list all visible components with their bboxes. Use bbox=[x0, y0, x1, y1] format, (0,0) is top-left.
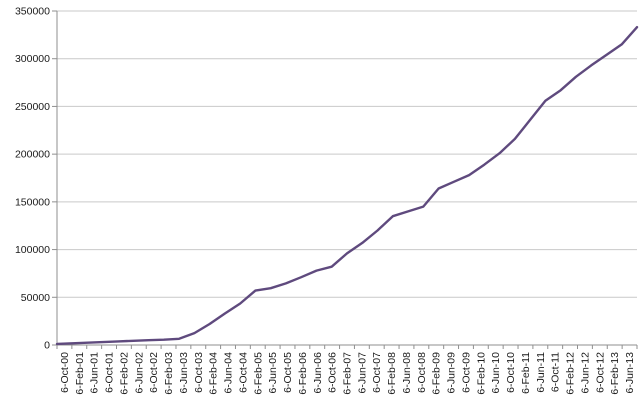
x-axis-label: 6-Feb-05 bbox=[252, 352, 264, 395]
x-axis-label: 6-Oct-05 bbox=[282, 352, 294, 393]
x-axis-label: 6-Oct-01 bbox=[104, 352, 116, 393]
x-axis-label: 6-Feb-01 bbox=[74, 352, 86, 395]
x-axis-label: 6-Oct-02 bbox=[148, 352, 160, 393]
x-axis-label: 6-Jun-08 bbox=[401, 352, 413, 394]
x-axis-label: 6-Feb-06 bbox=[297, 352, 309, 395]
x-axis-label: 6-Oct-09 bbox=[460, 352, 472, 393]
x-axis-label: 6-Oct-03 bbox=[193, 352, 205, 393]
x-axis-label: 6-Jun-12 bbox=[579, 352, 591, 394]
y-axis-label: 250000 bbox=[15, 101, 50, 113]
x-axis-label: 6-Feb-02 bbox=[118, 352, 130, 395]
y-axis-label: 100000 bbox=[15, 244, 50, 256]
x-axis-label: 6-Oct-10 bbox=[505, 352, 517, 393]
x-axis-label: 6-Feb-10 bbox=[475, 352, 487, 395]
x-axis-label: 6-Feb-12 bbox=[565, 352, 577, 395]
x-axis-label: 6-Oct-11 bbox=[550, 352, 562, 392]
y-axis-label: 150000 bbox=[15, 196, 50, 208]
x-axis-label: 6-Jun-01 bbox=[89, 352, 101, 394]
x-axis-label: 6-Feb-11 bbox=[520, 352, 532, 394]
y-axis-label: 350000 bbox=[15, 6, 50, 18]
x-axis-label: 6-Oct-00 bbox=[59, 352, 71, 393]
x-axis-label: 6-Oct-07 bbox=[371, 352, 383, 393]
x-axis-label: 6-Feb-07 bbox=[342, 352, 354, 395]
x-axis-label: 6-Jun-05 bbox=[267, 352, 279, 394]
x-axis-label: 6-Feb-13 bbox=[609, 352, 621, 395]
y-axis-label: 50000 bbox=[21, 292, 50, 304]
data-series-line bbox=[55, 26, 639, 346]
x-axis-label: 6-Oct-06 bbox=[327, 352, 339, 393]
x-axis-label: 6-Jun-09 bbox=[446, 352, 458, 394]
x-axis-label: 6-Jun-03 bbox=[178, 352, 190, 394]
x-axis-label: 6-Jun-07 bbox=[356, 352, 368, 394]
x-axis-label: 6-Feb-09 bbox=[431, 352, 443, 395]
y-axis-label: 300000 bbox=[15, 53, 50, 65]
x-axis-label: 6-Jun-10 bbox=[490, 352, 502, 394]
x-axis-label: 6-Jun-06 bbox=[312, 352, 324, 394]
x-axis-label: 6-Oct-08 bbox=[416, 352, 428, 393]
x-axis-label: 6-Jun-11 bbox=[535, 352, 547, 393]
x-axis-label: 6-Oct-12 bbox=[594, 352, 606, 393]
x-axis-label: 6-Jun-13 bbox=[624, 352, 636, 394]
y-axis-label: 200000 bbox=[15, 149, 50, 161]
x-axis-label: 6-Oct-04 bbox=[237, 352, 249, 393]
x-axis-label: 6-Feb-08 bbox=[386, 352, 398, 395]
x-axis-label: 6-Feb-04 bbox=[208, 352, 220, 395]
x-axis-label: 6-Jun-04 bbox=[223, 352, 235, 394]
x-axis-label: 6-Feb-03 bbox=[163, 352, 175, 395]
y-axis-label: 0 bbox=[44, 340, 50, 352]
x-axis-label: 6-Jun-02 bbox=[133, 352, 145, 394]
